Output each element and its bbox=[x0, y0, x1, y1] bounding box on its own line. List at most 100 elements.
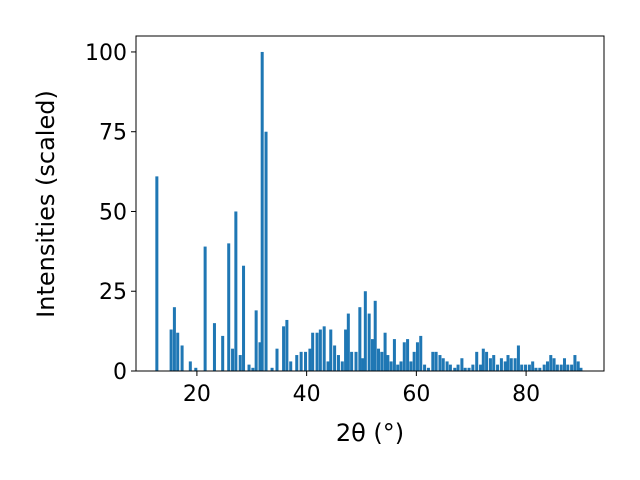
bar bbox=[426, 367, 430, 371]
bar bbox=[445, 361, 449, 371]
bar bbox=[270, 367, 274, 371]
bar bbox=[333, 345, 337, 371]
bar bbox=[203, 246, 207, 371]
bar bbox=[238, 355, 242, 371]
bar bbox=[448, 364, 452, 371]
bar bbox=[463, 367, 467, 371]
bar bbox=[570, 364, 574, 371]
bar bbox=[475, 351, 479, 371]
bar bbox=[370, 339, 374, 371]
bar bbox=[194, 367, 198, 371]
bar bbox=[431, 351, 435, 371]
bar bbox=[354, 351, 358, 371]
bar bbox=[311, 332, 315, 371]
bar bbox=[503, 361, 507, 371]
bar bbox=[396, 364, 400, 371]
bar bbox=[329, 329, 333, 371]
bar bbox=[538, 367, 542, 371]
bar bbox=[258, 342, 262, 371]
bar bbox=[234, 211, 238, 371]
y-tick-label: 75 bbox=[99, 121, 127, 146]
bar bbox=[534, 367, 538, 371]
bar bbox=[471, 364, 475, 371]
bar bbox=[155, 176, 159, 371]
bar bbox=[562, 358, 567, 371]
bar bbox=[282, 326, 286, 371]
bar bbox=[399, 361, 403, 371]
bar bbox=[367, 313, 371, 371]
bar bbox=[180, 345, 184, 371]
bar bbox=[358, 307, 362, 371]
x-tick-label: 20 bbox=[183, 382, 211, 407]
bar bbox=[242, 265, 246, 371]
bar bbox=[573, 355, 577, 371]
y-tick-label: 100 bbox=[85, 41, 127, 66]
bar bbox=[481, 348, 485, 371]
bar bbox=[409, 361, 413, 371]
bar bbox=[344, 329, 348, 371]
bar bbox=[423, 364, 427, 371]
bar bbox=[527, 364, 531, 371]
bar bbox=[579, 367, 583, 371]
bar bbox=[251, 367, 255, 371]
bar bbox=[295, 355, 299, 371]
bar bbox=[322, 326, 326, 371]
bar bbox=[520, 364, 524, 371]
bar bbox=[376, 348, 381, 371]
bar bbox=[456, 364, 460, 371]
bar bbox=[460, 358, 464, 371]
bar bbox=[383, 332, 387, 371]
y-tick-label: 50 bbox=[99, 200, 127, 225]
bar bbox=[499, 358, 503, 371]
x-tick-label: 80 bbox=[512, 382, 540, 407]
bar bbox=[260, 51, 264, 371]
bar bbox=[434, 351, 438, 371]
bar bbox=[172, 307, 176, 371]
bar bbox=[542, 364, 546, 371]
bar bbox=[389, 361, 393, 371]
x-axis-label: 2θ (°) bbox=[336, 419, 404, 447]
bar bbox=[326, 361, 330, 371]
bar bbox=[254, 310, 258, 371]
bar bbox=[496, 364, 500, 371]
bar bbox=[289, 361, 293, 371]
bar bbox=[406, 339, 410, 371]
bar bbox=[576, 361, 580, 371]
bar bbox=[419, 335, 423, 371]
bar bbox=[441, 358, 445, 371]
bar bbox=[402, 342, 406, 371]
y-axis-label: Intensities (scaled) bbox=[32, 90, 60, 318]
bar bbox=[559, 364, 563, 371]
bar bbox=[212, 323, 216, 371]
bar bbox=[264, 131, 268, 371]
bar bbox=[299, 351, 303, 371]
bar bbox=[231, 348, 235, 371]
bars bbox=[155, 51, 583, 371]
x-tick-label: 60 bbox=[402, 382, 430, 407]
bar bbox=[412, 351, 416, 371]
bar bbox=[392, 339, 396, 371]
bar bbox=[438, 355, 442, 371]
y-tick-label: 0 bbox=[113, 360, 127, 385]
bar bbox=[513, 358, 517, 371]
bar bbox=[545, 361, 549, 371]
bar bbox=[549, 355, 553, 371]
bar bbox=[336, 355, 340, 371]
bar bbox=[453, 367, 457, 371]
bar bbox=[488, 358, 492, 371]
bar bbox=[176, 332, 180, 371]
bar bbox=[506, 355, 510, 371]
bar bbox=[516, 345, 520, 371]
bar bbox=[221, 335, 225, 371]
bar bbox=[315, 332, 319, 371]
bar bbox=[308, 348, 312, 371]
bar bbox=[350, 351, 354, 371]
bar bbox=[275, 348, 279, 371]
bar bbox=[531, 361, 535, 371]
bar bbox=[247, 364, 251, 371]
bar bbox=[363, 291, 367, 371]
x-tick-label: 40 bbox=[293, 382, 321, 407]
bar bbox=[492, 355, 496, 371]
